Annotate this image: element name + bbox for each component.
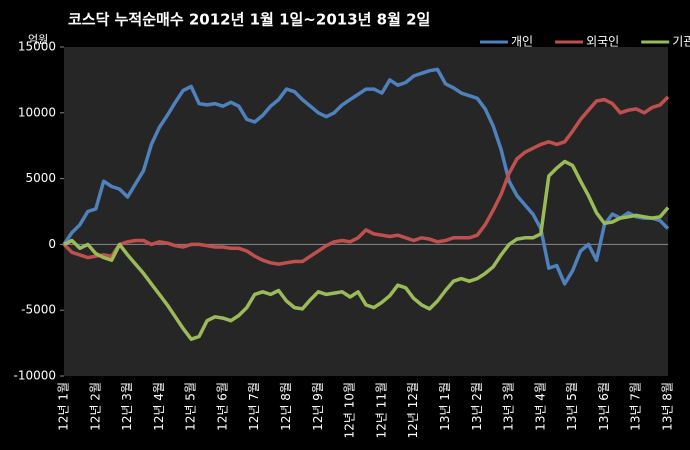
plot-area	[64, 47, 668, 376]
x-tick-label: 12년 2월	[88, 382, 102, 431]
y-tick-label: 0	[48, 237, 56, 251]
legend-label: 외국인	[586, 35, 619, 49]
series-line	[63, 159, 670, 341]
y-tick-label: 10000	[18, 105, 56, 119]
x-tick-label: 12년 5월	[184, 382, 198, 431]
y-tick-label: -5000	[21, 303, 56, 317]
x-tick-label: 12년 1월	[57, 382, 71, 431]
y-tick-label: 5000	[25, 171, 56, 185]
x-tick-label: 12년 11월	[374, 382, 388, 438]
y-unit: 억원	[28, 33, 48, 46]
x-tick-label: 13년 1월	[438, 382, 452, 431]
x-tick-label: 13년 8월	[661, 382, 675, 431]
x-tick-label: 12년 10월	[343, 382, 357, 438]
x-tick-label: 13년 7월	[629, 382, 643, 431]
x-tick-label: 13년 2월	[470, 382, 484, 431]
legend-label: 기관	[672, 35, 690, 49]
x-tick-label: 13년 3월	[502, 382, 516, 431]
x-tick-label: 13년 4월	[533, 382, 547, 431]
x-tick-label: 12년 6월	[215, 382, 229, 431]
legend-label: 개인	[511, 35, 533, 49]
x-tick-label: 13년 6월	[597, 382, 611, 431]
x-tick-label: 12년 9월	[311, 382, 325, 431]
x-tick-label: 12년 7월	[247, 382, 261, 431]
x-tick-label: 13년 5월	[565, 382, 579, 431]
x-tick-label: 12년 8월	[279, 382, 293, 431]
x-tick-label: 12년 12월	[406, 382, 420, 438]
y-tick-label: -10000	[13, 369, 56, 383]
series-line	[62, 67, 670, 286]
y-tick-label: 15000	[18, 40, 56, 54]
x-tick-label: 12년 4월	[152, 382, 166, 431]
chart-title: 코스닥 누적순매수 2012년 1월 1일~2013년 8월 2일	[68, 11, 430, 29]
x-tick-label: 12년 3월	[120, 382, 134, 431]
series-line	[62, 95, 670, 266]
